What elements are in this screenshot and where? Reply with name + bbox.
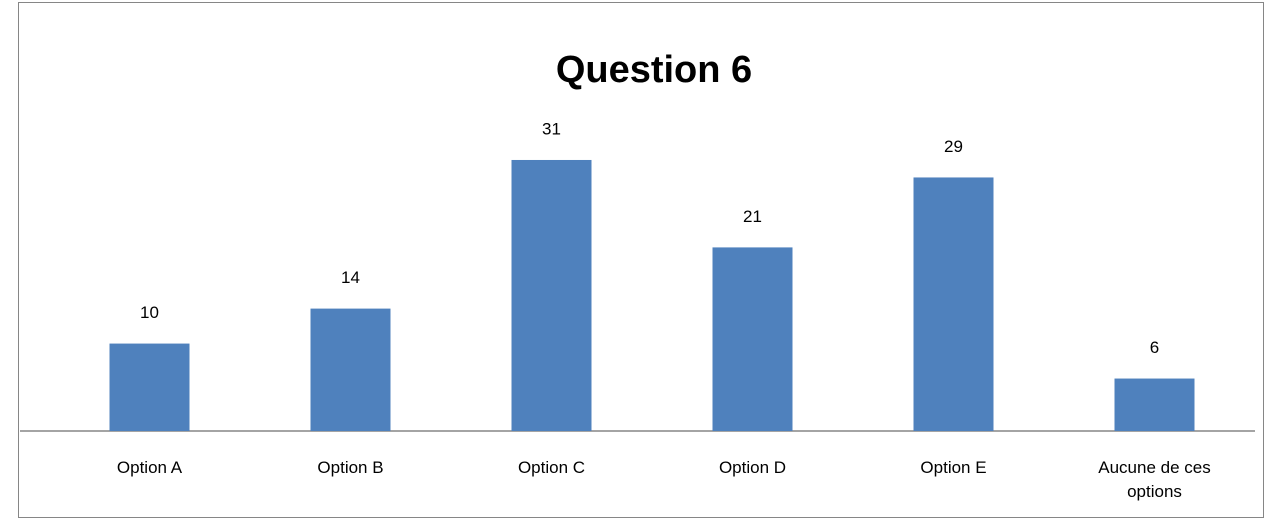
chart-title: Question 6 bbox=[556, 49, 752, 91]
data-label: 29 bbox=[944, 137, 963, 156]
data-label: 14 bbox=[341, 268, 360, 287]
x-tick-label: Option A bbox=[116, 458, 183, 477]
data-label: 10 bbox=[140, 303, 159, 322]
x-tick-label: Option C bbox=[517, 458, 586, 477]
chart-frame bbox=[18, 2, 1264, 518]
data-label: 21 bbox=[743, 207, 762, 226]
x-tick-label: Option E bbox=[920, 458, 987, 477]
bar bbox=[310, 308, 391, 431]
x-tick-label: Option D bbox=[718, 458, 787, 477]
data-label: 6 bbox=[1150, 338, 1159, 357]
bar bbox=[712, 247, 793, 431]
x-tick-label: Aucune de ces options bbox=[1098, 458, 1211, 501]
bar bbox=[109, 343, 190, 431]
bar bbox=[511, 159, 592, 431]
bar bbox=[1114, 378, 1195, 431]
data-label: 31 bbox=[542, 119, 561, 138]
x-tick-label: Option B bbox=[317, 458, 384, 477]
bar bbox=[913, 177, 994, 431]
